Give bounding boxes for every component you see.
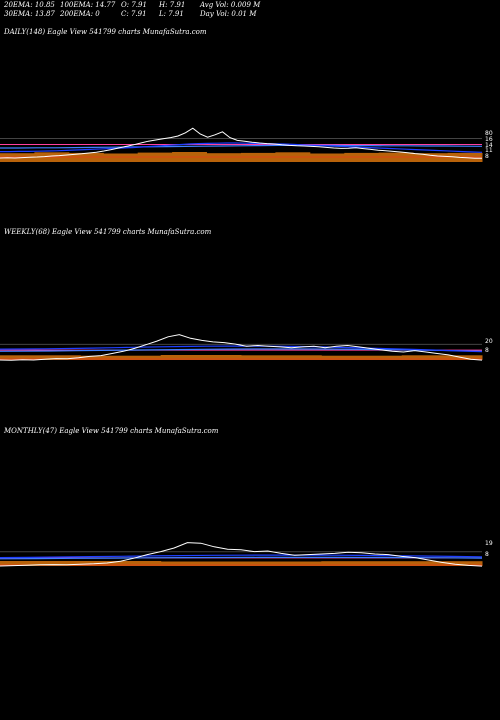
daily-price-line bbox=[0, 127, 482, 159]
monthly-volume-bar bbox=[0, 561, 162, 566]
ema30-readout: 30EMA: 13.87 bbox=[4, 10, 55, 18]
monthly-ema20-line bbox=[0, 554, 483, 559]
weekly-price-label: 8 bbox=[485, 347, 489, 354]
monthly-volume-bar bbox=[321, 561, 483, 566]
low-readout: L: 7.91 bbox=[159, 10, 184, 18]
weekly-volume-bar bbox=[160, 355, 242, 360]
avg-vol-readout: Avg Vol: 0.009 M bbox=[200, 1, 261, 9]
daily-ema30-line bbox=[0, 144, 483, 149]
weekly-volume-bar bbox=[80, 355, 162, 360]
weekly-price-line bbox=[0, 334, 483, 361]
open-readout: O: 7.91 bbox=[121, 1, 147, 9]
weekly-ema30-line bbox=[0, 348, 483, 352]
daily-price-label: 11 bbox=[485, 147, 493, 154]
daily-volume-bar bbox=[103, 153, 139, 162]
monthly-price-line bbox=[0, 542, 483, 567]
daily-volume-bar bbox=[206, 153, 242, 162]
weekly-volume-bar bbox=[321, 355, 403, 360]
daily-ema20-line bbox=[0, 142, 483, 153]
daily-price-label: 16 bbox=[485, 136, 493, 143]
weekly-chart-title: WEEKLY(68) Eagle View 541799 charts Muna… bbox=[4, 228, 212, 236]
weekly-volume-bar bbox=[0, 355, 81, 360]
ema20-readout: 20EMA: 10.85 bbox=[4, 1, 55, 9]
daily-chart-title: DAILY(148) Eagle View 541799 charts Muna… bbox=[4, 28, 207, 36]
weekly-volume-bar bbox=[401, 355, 483, 360]
monthly-chart-title: MONTHLY(47) Eagle View 541799 charts Mun… bbox=[4, 427, 219, 435]
day-vol-readout: Day Vol: 0.01 M bbox=[200, 10, 257, 18]
daily-volume-bar bbox=[309, 153, 345, 162]
monthly-ema30-line bbox=[0, 556, 483, 560]
daily-volume-bar bbox=[68, 152, 104, 162]
daily-price-label: 14 bbox=[485, 142, 493, 149]
monthly-volume-bar bbox=[160, 561, 322, 566]
daily-volume-bar bbox=[344, 152, 380, 162]
monthly-price-label: 19 bbox=[485, 540, 493, 547]
daily-price-label: 8 bbox=[485, 153, 489, 160]
weekly-price-label: 20 bbox=[485, 338, 493, 345]
ema200-readout: 200EMA: 0 bbox=[60, 10, 100, 18]
high-readout: H: 7.91 bbox=[159, 1, 186, 9]
weekly-ema20-line bbox=[0, 345, 483, 353]
monthly-price-label: 8 bbox=[485, 551, 489, 558]
daily-volume-bar bbox=[241, 152, 276, 162]
close-readout: C: 7.91 bbox=[121, 10, 147, 18]
daily-volume-bar bbox=[413, 153, 448, 162]
daily-price-label: 80 bbox=[485, 130, 493, 137]
ema100-readout: 100EMA: 14.77 bbox=[60, 1, 116, 9]
weekly-volume-bar bbox=[241, 355, 322, 360]
